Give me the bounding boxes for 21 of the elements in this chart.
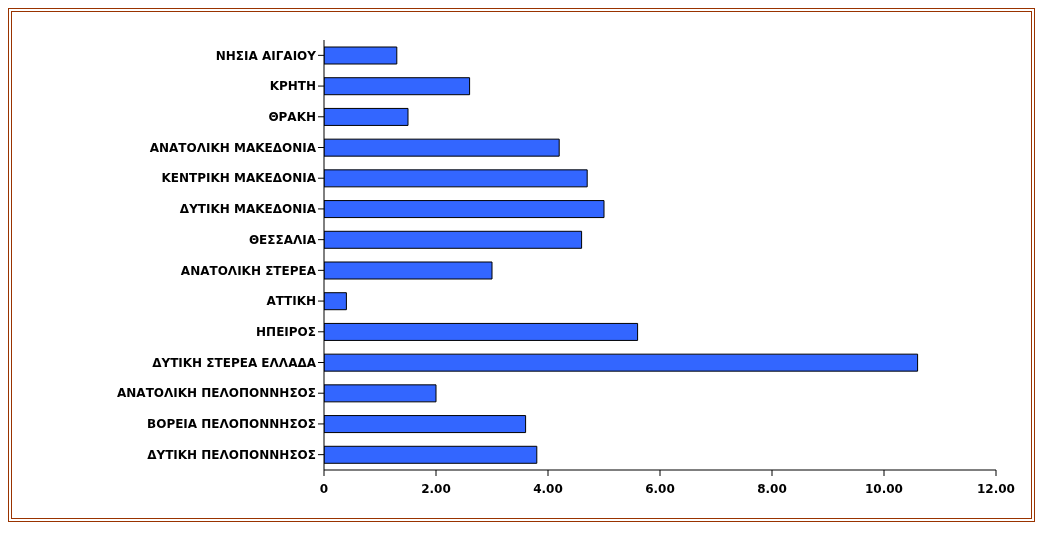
- y-tick-label: ΔΥΤΙΚΗ ΜΑΚΕΔΟΝΙΑ: [179, 202, 317, 217]
- y-tick-label: ΝΗΣΙΑ ΑΙΓΑΙΟΥ: [215, 48, 317, 63]
- y-tick-label: ΔΥΤΙΚΗ ΣΤΕΡΕΑ ΕΛΛΑΔΑ: [152, 355, 317, 370]
- x-tick-label: 6.00: [645, 481, 675, 496]
- y-tick-label: ΑΝΑΤΟΛΙΚΗ ΠΕΛΟΠΟΝΝΗΣΟΣ: [117, 386, 316, 401]
- y-tick-label: ΘΡΑΚΗ: [268, 110, 316, 125]
- x-tick-label: 8.00: [757, 481, 787, 496]
- x-tick-label: 12.00: [977, 481, 1015, 496]
- y-tick-label: ΑΤΤΙΚΗ: [266, 294, 316, 309]
- x-tick-label: 4.00: [533, 481, 563, 496]
- y-tick-label: ΔΥΤΙΚΗ ΠΕΛΟΠΟΝΝΗΣΟΣ: [147, 447, 316, 462]
- y-tick-label: ΑΝΑΤΟΛΙΚΗ ΜΑΚΕΔΟΝΙΑ: [149, 140, 317, 155]
- y-tick-label: ΗΠΕΙΡΟΣ: [256, 325, 316, 340]
- y-tick-label: ΚΕΝΤΡΙΚΗ ΜΑΚΕΔΟΝΙΑ: [161, 171, 317, 186]
- y-tick-label: ΚΡΗΤΗ: [269, 79, 316, 94]
- y-tick-label: ΒΟΡΕΙΑ ΠΕΛΟΠΟΝΝΗΣΟΣ: [147, 417, 316, 432]
- y-tick-label: ΑΝΑΤΟΛΙΚΗ ΣΤΕΡΕΑ: [180, 263, 317, 278]
- y-tick-label: ΘΕΣΣΑΛΙΑ: [248, 232, 317, 247]
- x-tick-label: 0: [319, 481, 329, 496]
- x-tick-label: 2.00: [421, 481, 451, 496]
- x-tick-label: 10.00: [865, 481, 903, 496]
